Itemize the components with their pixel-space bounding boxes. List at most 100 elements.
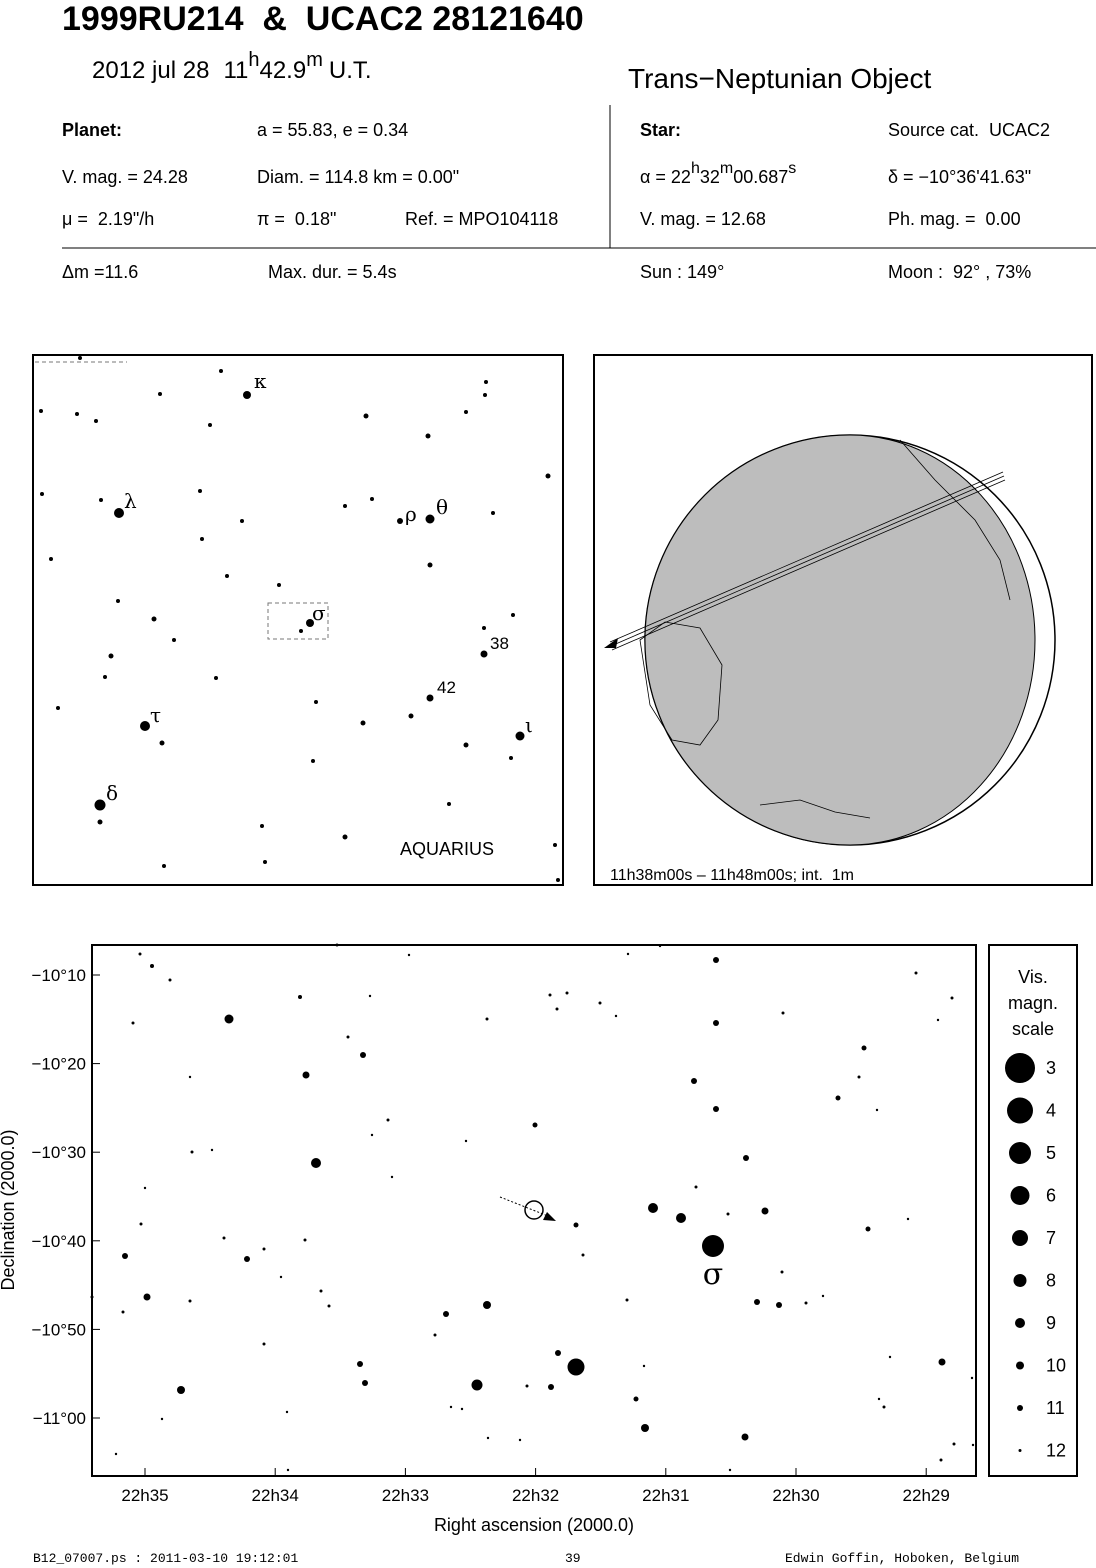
star: [143, 1186, 147, 1190]
ra: α = 22h32m00.687s: [640, 160, 796, 187]
star: [172, 638, 176, 642]
target-label: σ: [703, 1257, 723, 1292]
star: [311, 759, 315, 763]
legend-magnitude: 4: [1046, 1101, 1056, 1121]
star: [299, 629, 303, 633]
footer-author: Edwin Goffin, Hoboken, Belgium: [785, 1551, 1019, 1566]
star: [626, 952, 630, 956]
legend: Vis. magn. scale 3 4 5 6 7 8 9 10 11 12: [1005, 967, 1066, 1461]
star: [545, 473, 551, 479]
star: [861, 1045, 867, 1051]
x-tick-label: 22h32: [512, 1486, 559, 1505]
star: [198, 489, 202, 493]
star: [357, 1361, 363, 1367]
star: [262, 1247, 266, 1251]
star: [857, 1075, 861, 1079]
legend-magnitude: 10: [1046, 1356, 1066, 1376]
legend-magnitude: 9: [1046, 1313, 1056, 1333]
star: [298, 995, 302, 999]
legend-title: Vis.: [1018, 967, 1048, 987]
y-axis-title: Declination (2000.0): [0, 1129, 18, 1290]
star: [741, 1433, 749, 1441]
star: [754, 1299, 760, 1305]
diam: Diam. = 114.8 km = 0.00": [257, 167, 459, 187]
time-h: 11: [223, 57, 248, 84]
legend-dot: [1013, 1274, 1027, 1287]
star-label: τ: [150, 703, 161, 727]
object-type: Trans−Neptunian Object: [628, 63, 931, 94]
legend-dot: [1016, 1361, 1024, 1370]
star: [210, 1148, 214, 1152]
star: [362, 1380, 368, 1386]
star: [139, 1222, 143, 1226]
x-tick-label: 22h29: [903, 1486, 950, 1505]
star: [691, 1078, 697, 1084]
star: [548, 1384, 554, 1390]
star: [103, 675, 107, 679]
star: [200, 537, 204, 541]
legend-dot: [1015, 1318, 1025, 1328]
star: [159, 740, 165, 746]
star: [625, 1298, 629, 1302]
star: [952, 1442, 956, 1446]
star: [573, 1222, 579, 1228]
star: [158, 392, 162, 396]
dec: δ = −10°36'41.63": [888, 167, 1031, 187]
star: [222, 1236, 226, 1240]
star: [311, 1158, 321, 1168]
star: [94, 799, 106, 811]
legend-title: magn.: [1008, 993, 1058, 1013]
star: [262, 1342, 266, 1346]
star-label: 42: [437, 678, 456, 697]
star: [463, 742, 469, 748]
h-sup: h: [248, 49, 259, 71]
star: [151, 616, 157, 622]
star: [306, 619, 314, 627]
y-tick-label: −11°00: [33, 1409, 86, 1428]
motion: μ = 2.19"/h: [62, 209, 154, 229]
ra-part: h: [691, 160, 700, 177]
star: [548, 993, 552, 997]
title: 1999RU214 & UCAC2 28121640: [62, 0, 584, 38]
star: [342, 834, 348, 840]
legend-title: scale: [1012, 1019, 1054, 1039]
star: [518, 1438, 522, 1442]
star: [122, 1253, 128, 1259]
star: [140, 721, 150, 731]
star: [511, 613, 515, 617]
legend-magnitude: 6: [1046, 1186, 1056, 1206]
constellation: AQUARIUS: [400, 839, 494, 859]
star: [114, 508, 124, 518]
ra-part: 00.687: [733, 167, 788, 187]
track: [609, 471, 1006, 651]
star: [565, 991, 569, 995]
star: [509, 756, 513, 760]
legend-magnitude: 12: [1046, 1441, 1066, 1461]
delta-mag: Δm =11.6: [62, 262, 138, 282]
source: Source cat. UCAC2: [888, 120, 1050, 140]
ra-part: α = 22: [640, 167, 691, 187]
track-line: [609, 471, 1004, 643]
finder-labels: κ λ ρ θ σ 38 42 τ ι δ: [106, 369, 533, 805]
star: [726, 1212, 730, 1216]
star: [491, 511, 495, 515]
star: [39, 409, 43, 413]
star: [99, 498, 103, 502]
star: [303, 1238, 307, 1242]
coast: [899, 439, 1011, 601]
star: [555, 1350, 561, 1356]
star: [97, 819, 103, 825]
ref: Ref. = MPO104118: [405, 209, 558, 229]
star: [950, 996, 954, 1000]
star: [648, 1203, 658, 1213]
star: [486, 1436, 490, 1440]
star: [314, 700, 318, 704]
star: [713, 1020, 719, 1026]
star: [483, 393, 487, 397]
track-line: [611, 479, 1006, 651]
star: [471, 1379, 483, 1391]
y-tick-label: −10°20: [31, 1055, 86, 1074]
star: [370, 1133, 374, 1137]
star: [713, 1106, 719, 1112]
star: [556, 878, 560, 882]
